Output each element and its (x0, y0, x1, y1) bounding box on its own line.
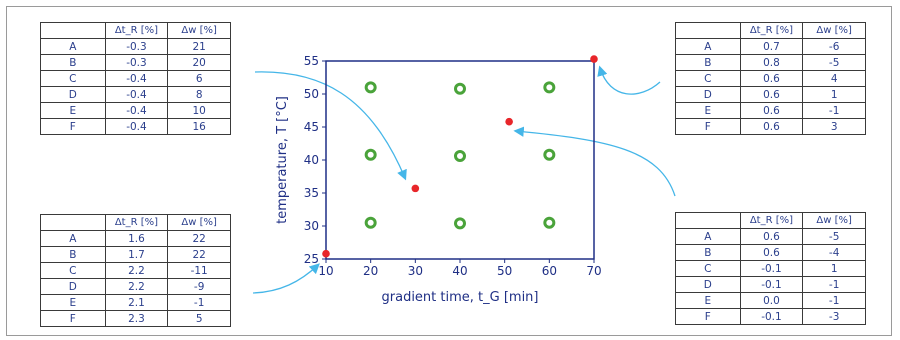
table-cell: 0.6 (739, 118, 804, 135)
data-point-red (505, 117, 513, 126)
table-cell: 20 (167, 54, 231, 71)
y-tick-label: 25 (304, 252, 319, 266)
y-tick-label: 40 (304, 153, 319, 167)
table-row: D -0.4 8 (40, 86, 231, 103)
table-cell: -0.1 (739, 308, 804, 325)
y-axis-label: temperature, T [°C] (275, 96, 290, 224)
table-cell: 0.7 (739, 38, 804, 55)
table-row: D -0.1 -1 (675, 276, 866, 293)
data-point-green (454, 82, 466, 95)
table-top-left: Δt_R [%] Δw [%] A -0.3 21 B -0.3 20 C -0.4 6 D -0.… (40, 22, 231, 135)
callout-arrow (254, 71, 407, 181)
y-tick-label: 50 (304, 87, 319, 101)
table-row: F -0.4 16 (40, 118, 231, 135)
data-point-green (543, 81, 556, 94)
data-point-red (590, 55, 598, 63)
y-tick-label: 45 (304, 120, 319, 134)
table-cell: 3 (802, 118, 866, 135)
data-point-green (364, 148, 377, 161)
data-point-green (543, 216, 556, 229)
callout-arrows (252, 65, 676, 294)
data-point-red (322, 249, 330, 258)
x-tick-label: 30 (408, 264, 423, 278)
callout-arrow (513, 126, 676, 197)
table-row: F -0.1 -3 (675, 308, 866, 325)
table-cell: -0.4 (104, 86, 169, 103)
x-axis-label: gradient time, t_G [min] (382, 290, 539, 305)
x-tick-label: 10 (318, 264, 333, 278)
table-row: E 2.1 -1 (40, 294, 231, 311)
table-cell: 0.6 (739, 70, 804, 87)
table-cell: 1.7 (104, 246, 169, 263)
table-row: F 0.6 3 (675, 118, 866, 135)
table-cell: 5 (167, 310, 231, 327)
table-cell: 0.8 (739, 54, 804, 71)
table-cell: 0.6 (739, 86, 804, 103)
table-cell: -0.1 (739, 276, 804, 293)
figure-frame (6, 6, 892, 336)
table-top-right: Δt_R [%] Δw [%] A 0.7 -6 B 0.8 -5 C 0.6 4 D 0.6 1 E 0… (675, 22, 866, 135)
table-row: A 0.6 -5 (675, 228, 866, 245)
table-cell: -0.4 (104, 118, 169, 135)
table-row: C -0.4 6 (40, 70, 231, 87)
table-cell: -11 (167, 262, 231, 279)
table-row: E -0.4 10 (40, 102, 231, 119)
x-tick-label: 60 (542, 264, 557, 278)
table-bottom-right: Δt_R [%] Δw [%] A 0.6 -5 B 0.6 -4 C -0.1 1 D -0.1-… (675, 212, 866, 325)
table-row: D 0.6 1 (675, 86, 866, 103)
x-tick-label: 20 (363, 264, 378, 278)
table-row: A 0.7 -6 (675, 38, 866, 55)
x-tick-label: 40 (452, 264, 467, 278)
callout-arrow (597, 65, 661, 95)
y-tick-label: 55 (304, 54, 319, 68)
row-label: F (40, 310, 106, 327)
table-row: B -0.3 20 (40, 54, 231, 71)
table-bottom-left: Δt_R [%] Δw [%] A 1.6 22 B 1.7 22 C 2.2 -11 D 2.2-… (40, 214, 231, 327)
data-point-green (543, 148, 556, 161)
table-row: B 1.7 22 (40, 246, 231, 263)
table-row: C 2.2 -11 (40, 262, 231, 279)
data-point-green (454, 217, 466, 230)
table-row: F 2.3 5 (40, 310, 231, 327)
table-row: C 0.6 4 (675, 70, 866, 87)
data-point-red (411, 184, 420, 193)
x-tick-label: 70 (586, 264, 601, 278)
y-tick-label: 35 (304, 186, 319, 200)
data-point-green (364, 216, 377, 229)
x-tick-label: 50 (497, 264, 512, 278)
table-cell: 2.3 (104, 310, 169, 327)
y-tick-label: 30 (304, 219, 319, 233)
table-cell: -3 (802, 308, 866, 325)
plot-area: 10 20 30 40 50 60 70 25 30 35 40 45 50 55 (304, 54, 602, 278)
data-point-green (364, 81, 377, 94)
callout-arrow (252, 263, 320, 294)
data-point-green (454, 150, 466, 163)
table-cell: 10 (167, 102, 231, 119)
table-cell: 16 (167, 118, 231, 135)
